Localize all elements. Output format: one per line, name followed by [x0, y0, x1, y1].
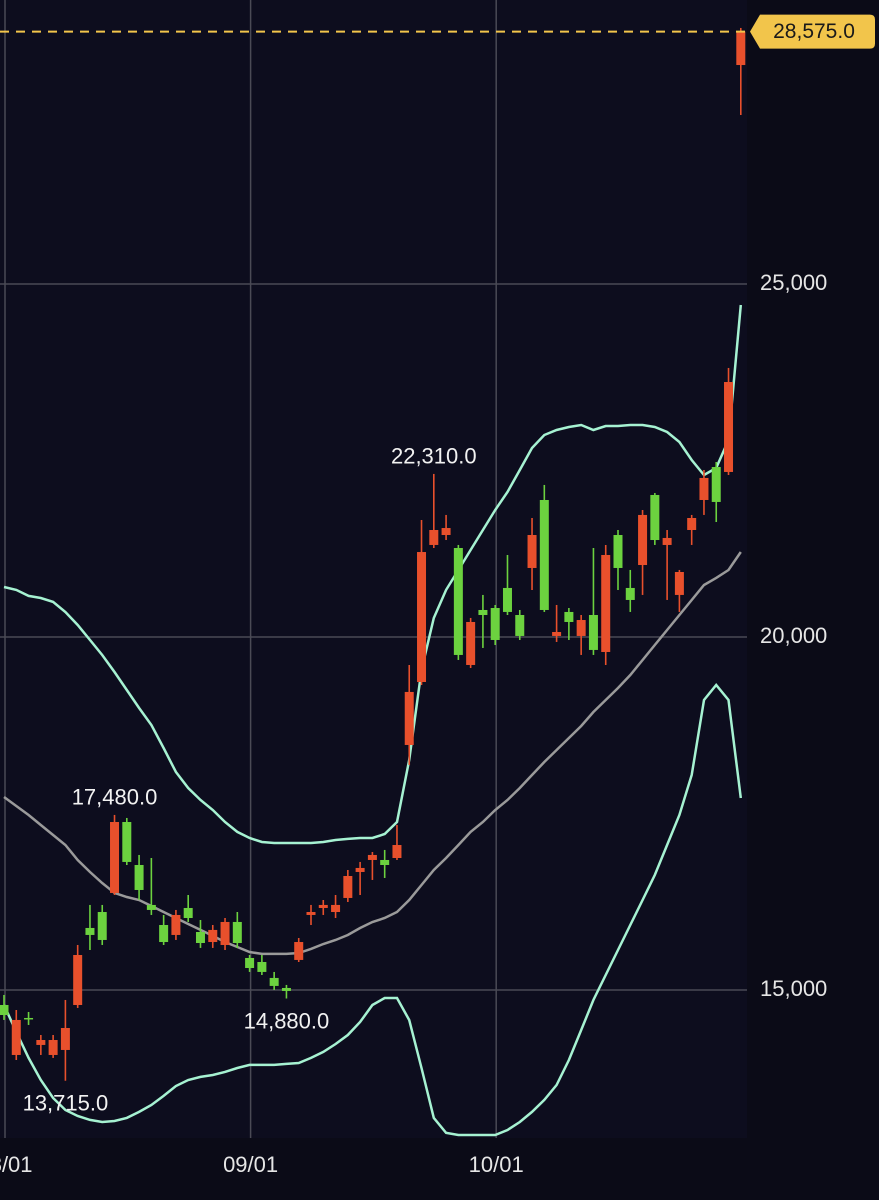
candle-body	[318, 904, 328, 908]
candle-body	[490, 608, 500, 640]
plot-area	[0, 0, 747, 1138]
y-tick-label: 15,000	[760, 976, 827, 1001]
candle-body	[429, 529, 439, 545]
y-tick-label: 20,000	[760, 623, 827, 648]
candle-body	[539, 499, 549, 610]
candle-body	[245, 957, 255, 968]
candle-body	[146, 904, 156, 910]
y-tick-label: 25,000	[760, 270, 827, 295]
candle-body	[711, 467, 721, 502]
candle-body	[417, 552, 427, 682]
x-tick-label: 08/01	[0, 1152, 33, 1177]
candle-body	[343, 876, 353, 898]
price-annotation: 13,715.0	[23, 1091, 109, 1116]
candle-body	[85, 927, 95, 935]
candle-body	[638, 514, 648, 566]
candle-body	[97, 912, 107, 940]
candle-body	[453, 547, 463, 655]
candle-body	[331, 904, 341, 913]
candle-body	[232, 921, 242, 944]
price-annotation: 14,880.0	[244, 1008, 330, 1033]
candle-body	[736, 31, 746, 66]
x-tick-label: 09/01	[223, 1152, 278, 1177]
candle-body	[478, 609, 488, 615]
band-line	[3, 551, 742, 956]
candle-body	[576, 620, 586, 636]
candle-body	[515, 614, 525, 636]
candle-body	[24, 1017, 34, 1020]
candle-body	[48, 1040, 58, 1055]
candle-body	[588, 614, 598, 650]
candle-body	[60, 1028, 70, 1050]
x-tick-label: 10/01	[469, 1152, 524, 1177]
candle-body	[122, 821, 132, 862]
candle-body	[11, 1019, 21, 1055]
candle-body	[0, 1004, 9, 1016]
candle-body	[404, 691, 414, 745]
band-line	[2, 683, 743, 1137]
candle-body	[527, 535, 537, 568]
candle-body	[392, 845, 402, 859]
candle-body	[269, 977, 279, 986]
candle-body	[306, 912, 316, 915]
candle-body	[613, 535, 623, 568]
candle-body	[650, 494, 660, 541]
candle-body	[195, 931, 205, 944]
candle-body	[466, 621, 476, 665]
candle-body	[36, 1040, 46, 1045]
candle-body	[601, 554, 611, 652]
candle-body	[724, 382, 734, 472]
price-annotation: 22,310.0	[391, 444, 477, 469]
candle-body	[552, 632, 562, 636]
candle-body	[159, 925, 169, 943]
price-annotation: 17,480.0	[72, 785, 158, 810]
candle-body	[380, 859, 390, 865]
candle-body	[73, 955, 83, 1005]
candle-body	[367, 854, 377, 860]
candle-body	[110, 821, 120, 893]
candle-body	[281, 987, 291, 991]
band-line	[3, 304, 743, 845]
last-price-label: 28,575.0	[773, 20, 855, 43]
candle-body	[564, 611, 574, 622]
candle-body	[134, 864, 144, 890]
candle-body	[183, 907, 193, 919]
candle-body	[699, 477, 709, 500]
candle-body	[502, 587, 512, 612]
candle-body	[294, 942, 304, 960]
candle-body	[257, 961, 267, 972]
candle-body	[662, 537, 672, 545]
candle-body	[625, 587, 635, 600]
candle-body	[171, 914, 181, 935]
candle-body	[355, 867, 365, 872]
candle-body	[674, 572, 684, 595]
candle-body	[208, 929, 218, 943]
last-price-tag	[750, 14, 875, 49]
candle-body	[441, 528, 451, 536]
candle-body	[687, 517, 697, 530]
candle-body	[220, 921, 230, 945]
